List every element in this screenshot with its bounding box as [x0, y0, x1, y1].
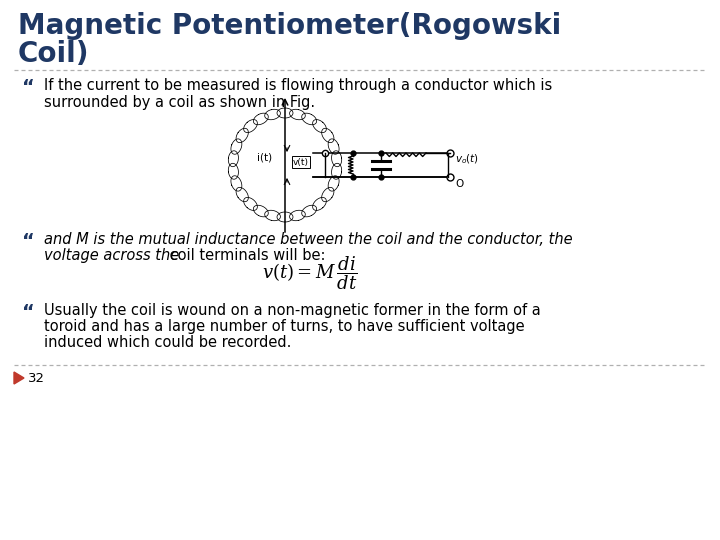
Text: If the current to be measured is flowing through a conductor which is: If the current to be measured is flowing… [44, 78, 552, 93]
Text: “: “ [22, 232, 35, 251]
Text: $v(t)=M\,\dfrac{di}{dt}$: $v(t)=M\,\dfrac{di}{dt}$ [262, 254, 358, 292]
Text: voltage across the: voltage across the [44, 248, 179, 263]
Text: Magnetic Potentiometer(Rogowski: Magnetic Potentiometer(Rogowski [18, 12, 562, 40]
Text: v(t): v(t) [293, 158, 309, 166]
Text: $v_o(t)$: $v_o(t)$ [455, 152, 479, 166]
Text: i(t): i(t) [257, 152, 272, 162]
Text: Usually the coil is wound on a non-magnetic former in the form of a: Usually the coil is wound on a non-magne… [44, 303, 541, 318]
Polygon shape [14, 372, 24, 384]
Text: O: O [455, 179, 463, 189]
Text: coil terminals will be:: coil terminals will be: [165, 248, 325, 263]
Text: “: “ [22, 78, 35, 97]
Text: induced which could be recorded.: induced which could be recorded. [44, 335, 292, 350]
Text: and M is the mutual inductance between the coil and the conductor, the: and M is the mutual inductance between t… [44, 232, 572, 247]
Text: Coil): Coil) [18, 40, 89, 68]
Text: 32: 32 [28, 372, 45, 384]
Text: toroid and has a large number of turns, to have sufficient voltage: toroid and has a large number of turns, … [44, 319, 525, 334]
Text: surrounded by a coil as shown in Fig.: surrounded by a coil as shown in Fig. [44, 95, 315, 110]
Text: “: “ [22, 303, 35, 322]
